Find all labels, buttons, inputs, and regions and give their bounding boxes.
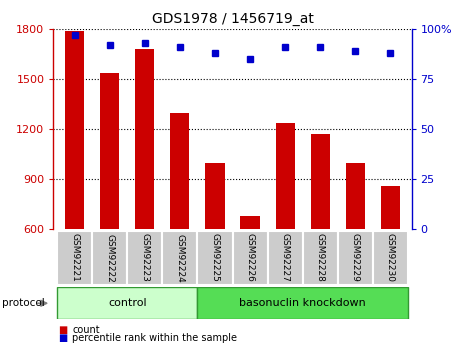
Text: GSM92221: GSM92221 <box>70 234 79 282</box>
Text: basonuclin knockdown: basonuclin knockdown <box>239 298 366 308</box>
Bar <box>57 231 92 285</box>
Text: GSM92228: GSM92228 <box>316 234 325 282</box>
Text: GSM92230: GSM92230 <box>386 233 395 283</box>
Title: GDS1978 / 1456719_at: GDS1978 / 1456719_at <box>152 11 313 26</box>
Bar <box>303 231 338 285</box>
Bar <box>373 231 408 285</box>
Text: GSM92224: GSM92224 <box>175 234 184 282</box>
Bar <box>127 231 162 285</box>
Bar <box>100 73 120 229</box>
Text: count: count <box>72 325 100 335</box>
Bar <box>198 287 408 319</box>
Text: GSM92226: GSM92226 <box>246 234 254 282</box>
Bar <box>338 231 373 285</box>
Bar <box>381 186 400 229</box>
Text: GSM92229: GSM92229 <box>351 234 360 282</box>
Text: GSM92222: GSM92222 <box>105 234 114 282</box>
Text: ■: ■ <box>58 333 67 343</box>
Bar <box>232 231 267 285</box>
Bar <box>345 163 365 229</box>
Bar <box>267 231 303 285</box>
Bar <box>57 287 198 319</box>
Text: control: control <box>108 298 146 308</box>
Text: protocol: protocol <box>2 298 45 308</box>
Text: percentile rank within the sample: percentile rank within the sample <box>72 333 237 343</box>
Bar <box>65 31 84 229</box>
Text: GSM92227: GSM92227 <box>281 234 290 282</box>
Bar <box>92 231 127 285</box>
Bar <box>162 231 198 285</box>
Bar <box>135 49 154 229</box>
Text: GSM92225: GSM92225 <box>211 234 219 282</box>
Text: GSM92223: GSM92223 <box>140 234 149 282</box>
Bar <box>198 231 232 285</box>
Text: ■: ■ <box>58 325 67 335</box>
Bar <box>170 113 190 229</box>
Bar <box>275 123 295 229</box>
Bar <box>240 216 260 229</box>
Bar <box>311 134 330 229</box>
Bar <box>205 163 225 229</box>
